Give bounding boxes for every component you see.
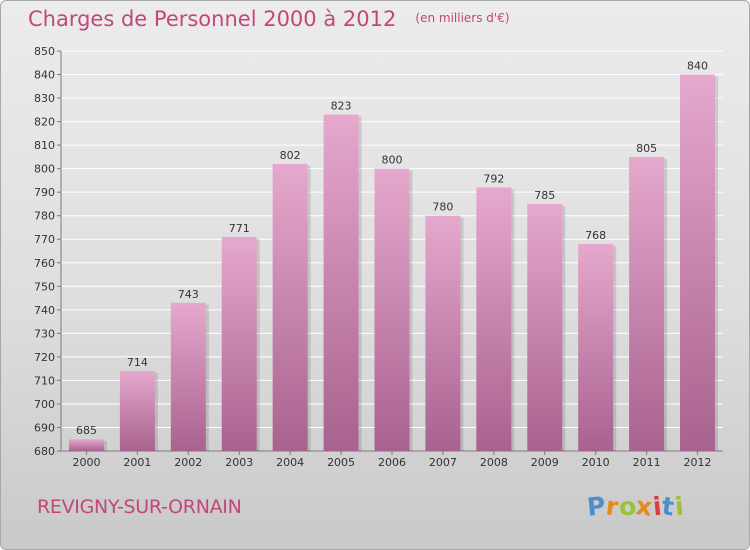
bar bbox=[680, 74, 716, 451]
data-label: 780 bbox=[432, 201, 453, 214]
bar bbox=[578, 243, 614, 451]
x-tick-label: 2009 bbox=[531, 456, 559, 469]
bar bbox=[476, 187, 512, 451]
data-label: 771 bbox=[229, 222, 250, 235]
y-tick-label: 850 bbox=[34, 45, 55, 58]
bar bbox=[374, 168, 410, 451]
x-tick-label: 2008 bbox=[480, 456, 508, 469]
y-tick-label: 800 bbox=[34, 163, 55, 176]
y-tick-label: 820 bbox=[34, 116, 55, 129]
bar bbox=[527, 203, 563, 451]
proxiti-logo: Proxiti bbox=[585, 491, 686, 522]
y-tick-label: 680 bbox=[34, 445, 55, 458]
x-tick-label: 2011 bbox=[633, 456, 661, 469]
title-row: Charges de Personnel 2000 à 2012 (en mil… bbox=[28, 7, 510, 31]
data-label: 840 bbox=[687, 60, 708, 73]
bar bbox=[68, 439, 104, 451]
data-label: 685 bbox=[76, 424, 97, 437]
data-labels: 685 714 743 771 802 823 800 780 792 785 768 805 840 bbox=[76, 60, 708, 438]
x-tick-label: 2012 bbox=[684, 456, 712, 469]
bar bbox=[272, 163, 308, 452]
y-tick-label: 760 bbox=[34, 257, 55, 270]
data-label: 785 bbox=[534, 189, 555, 202]
y-tick-label: 770 bbox=[34, 233, 55, 246]
x-tick-label: 2001 bbox=[123, 456, 151, 469]
data-label: 743 bbox=[178, 288, 199, 301]
bar bbox=[323, 114, 359, 451]
data-label: 805 bbox=[636, 142, 657, 155]
y-tick-label: 840 bbox=[34, 69, 55, 82]
y-tick-label: 750 bbox=[34, 280, 55, 293]
y-tick-label: 720 bbox=[34, 351, 55, 364]
data-label: 802 bbox=[280, 149, 301, 162]
x-tick-label: 2005 bbox=[327, 456, 355, 469]
chart-subtitle: (en milliers d'€) bbox=[415, 11, 510, 25]
bars bbox=[68, 74, 719, 452]
y-tick-label: 690 bbox=[34, 421, 55, 434]
x-tick-label: 2003 bbox=[225, 456, 253, 469]
bar bbox=[221, 236, 257, 451]
x-tick-label: 2006 bbox=[378, 456, 406, 469]
y-tick-label: 830 bbox=[34, 92, 55, 105]
bar bbox=[425, 215, 461, 451]
bar bbox=[629, 156, 665, 451]
x-tick-label: 2000 bbox=[72, 456, 100, 469]
data-label: 823 bbox=[331, 100, 352, 113]
commune-name: REVIGNY-SUR-ORNAIN bbox=[37, 496, 242, 518]
bar bbox=[119, 371, 155, 451]
y-tick-label: 780 bbox=[34, 210, 55, 223]
y-tick-label: 710 bbox=[34, 374, 55, 387]
data-label: 768 bbox=[585, 229, 606, 242]
x-tick-label: 2007 bbox=[429, 456, 457, 469]
y-tick-label: 790 bbox=[34, 186, 55, 199]
y-tick-label: 700 bbox=[34, 398, 55, 411]
x-tick-label: 2010 bbox=[582, 456, 610, 469]
data-label: 714 bbox=[127, 356, 148, 369]
data-label: 792 bbox=[483, 172, 504, 185]
x-tick-label: 2002 bbox=[174, 456, 202, 469]
y-tick-label: 730 bbox=[34, 327, 55, 340]
x-axis-ticks: 2000 2001 2002 2003 2004 2005 2006 2007 2008 2009… bbox=[72, 451, 712, 469]
chart-title: Charges de Personnel 2000 à 2012 bbox=[28, 7, 397, 31]
bar bbox=[170, 302, 206, 451]
y-tick-label: 810 bbox=[34, 139, 55, 152]
x-tick-label: 2004 bbox=[276, 456, 304, 469]
data-label: 800 bbox=[382, 154, 403, 167]
y-tick-label: 740 bbox=[34, 304, 55, 317]
